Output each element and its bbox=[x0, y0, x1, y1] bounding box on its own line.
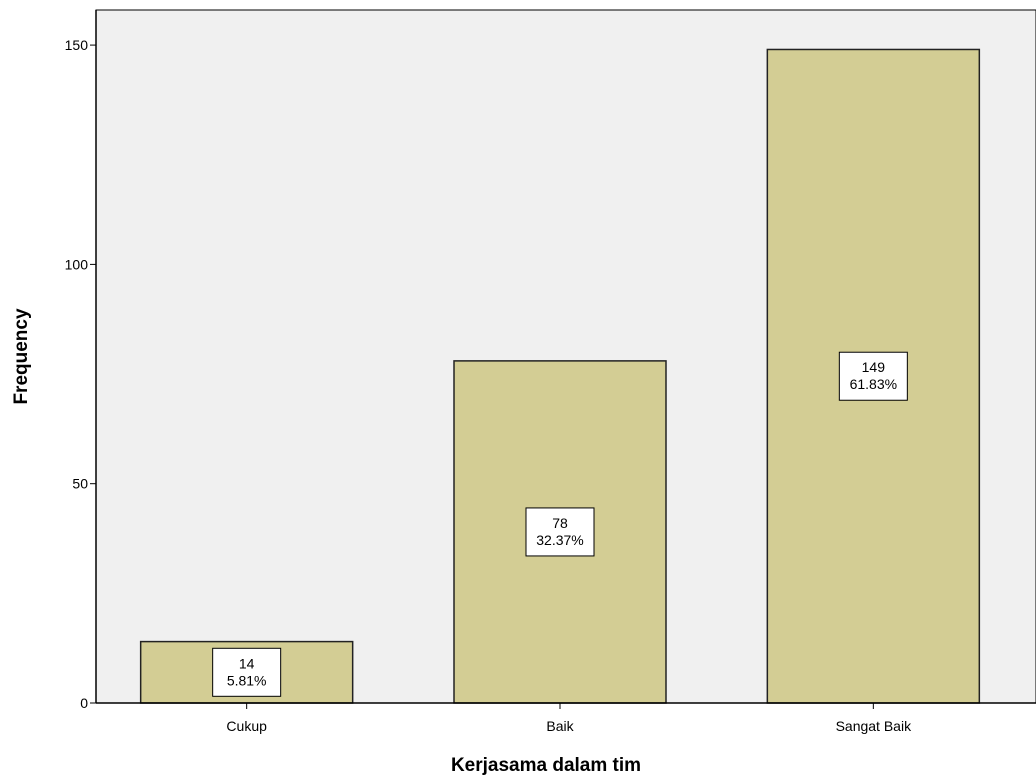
y-tick-label: 150 bbox=[65, 37, 89, 53]
data-label-percent: 5.81% bbox=[227, 672, 267, 688]
data-label-count: 78 bbox=[552, 515, 568, 531]
y-axis: 0 50 100 150 bbox=[65, 10, 97, 711]
y-tick-label: 50 bbox=[72, 476, 88, 492]
x-axis: Cukup Baik Sangat Baik bbox=[96, 702, 1036, 734]
x-axis-title: Kerjasama dalam tim bbox=[451, 755, 641, 776]
x-tick-label: Sangat Baik bbox=[836, 718, 912, 734]
data-label-count: 149 bbox=[862, 359, 886, 375]
data-label-percent: 32.37% bbox=[536, 532, 583, 548]
data-label-box bbox=[525, 507, 595, 557]
y-axis-title: Frequency bbox=[11, 308, 32, 405]
data-label-count: 14 bbox=[239, 655, 255, 671]
x-tick-label: Baik bbox=[546, 718, 574, 734]
y-tick-label: 100 bbox=[65, 256, 89, 272]
y-tick-label: 0 bbox=[80, 695, 88, 711]
data-label-percent: 61.83% bbox=[850, 376, 897, 392]
data-label-box bbox=[838, 351, 908, 401]
data-label-box bbox=[212, 647, 282, 697]
x-tick-label: Cukup bbox=[226, 718, 267, 734]
